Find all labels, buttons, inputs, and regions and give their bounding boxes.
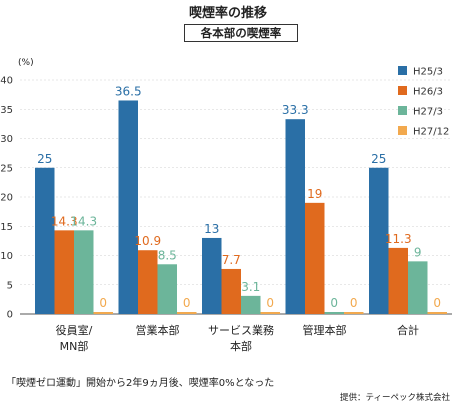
legend-label: H25/3 — [413, 67, 443, 78]
data-label: 0 — [99, 296, 107, 310]
data-label: 3.1 — [241, 280, 260, 294]
data-label: 33.3 — [282, 103, 309, 117]
bar — [221, 268, 241, 314]
data-label: 19 — [307, 187, 322, 201]
data-label: 0 — [183, 296, 191, 310]
legend-swatch — [398, 66, 407, 75]
bar — [260, 312, 280, 314]
legend-label: H27/3 — [413, 107, 443, 118]
data-label: 8.5 — [158, 248, 177, 262]
x-tick-label: 管理本部 — [303, 323, 347, 337]
bar — [54, 230, 74, 314]
data-label: 14.3 — [70, 214, 97, 228]
x-tick-label: 合計 — [397, 323, 419, 337]
x-tick-label: サービス業務 — [208, 323, 274, 337]
y-axis-unit: (%) — [18, 58, 34, 68]
data-label: 10.9 — [134, 234, 161, 248]
data-label: 0 — [330, 296, 338, 310]
legend-swatch — [398, 126, 407, 135]
bar — [157, 264, 177, 314]
bar — [202, 237, 222, 314]
data-label: 0 — [350, 296, 358, 310]
bar — [344, 312, 364, 314]
x-tick-label: 営業本部 — [136, 323, 180, 337]
y-tick-label: 5 — [7, 280, 13, 291]
bar — [35, 167, 55, 314]
bar — [408, 261, 428, 314]
x-tick-label: 本部 — [230, 339, 252, 353]
y-tick-label: 40 — [0, 76, 13, 87]
bar — [305, 202, 325, 314]
source-credit: 提供：ティーペック株式会社 — [340, 393, 450, 403]
data-label: 25 — [371, 152, 386, 166]
data-label: 0 — [266, 296, 274, 310]
y-tick-label: 30 — [0, 134, 13, 145]
bar — [427, 312, 447, 314]
bar — [388, 247, 408, 314]
x-tick-label: MN部 — [60, 339, 89, 353]
data-label: 13 — [204, 222, 219, 236]
legend-label: H27/12 — [413, 127, 449, 138]
chart-title: 喫煙率の推移 — [188, 6, 267, 21]
chart-subtitle: 各本部の喫煙率 — [184, 24, 298, 42]
data-label: 36.5 — [115, 84, 142, 98]
bar — [74, 230, 94, 314]
data-label: 0 — [433, 296, 441, 310]
data-label: 14.3 — [51, 214, 78, 228]
legend-label: H26/3 — [413, 87, 443, 98]
y-tick-label: 15 — [0, 222, 13, 233]
bar — [369, 167, 389, 314]
data-label: 25 — [37, 152, 52, 166]
y-tick-label: 35 — [0, 105, 13, 116]
legend-swatch — [398, 86, 407, 95]
bar — [324, 312, 344, 314]
bar — [93, 312, 113, 314]
data-label: 9 — [414, 245, 422, 259]
y-tick-label: 20 — [0, 193, 13, 204]
data-label: 7.7 — [222, 253, 241, 267]
x-tick-label: 役員室/ — [56, 323, 93, 337]
y-tick-label: 25 — [0, 163, 13, 174]
bar — [241, 295, 261, 314]
bar — [177, 312, 197, 314]
bar — [118, 100, 138, 314]
bar — [285, 119, 305, 314]
bar — [138, 250, 158, 314]
legend-swatch — [398, 106, 407, 115]
y-tick-label: 10 — [0, 251, 13, 262]
data-label: 11.3 — [385, 232, 412, 246]
y-tick-label: 0 — [7, 310, 13, 321]
footnote: 「喫煙ゼロ運動」開始から2年9ヵ月後、喫煙率0%となった — [6, 378, 275, 389]
